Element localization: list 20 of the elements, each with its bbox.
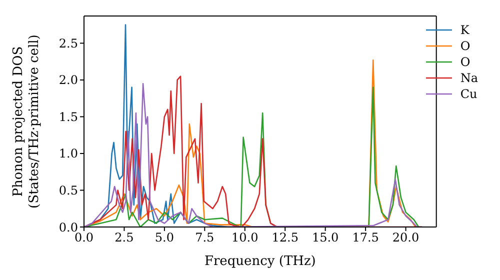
x-tick-label: 15.0: [312, 230, 339, 245]
legend-label: Cu: [460, 87, 478, 101]
x-tick-label: 17.5: [352, 230, 379, 245]
x-tick-label: 10.0: [232, 230, 258, 245]
x-tick-label: 12.5: [272, 230, 298, 245]
x-tick-label: 7.5: [195, 230, 214, 245]
y-tick-label: 2.0: [58, 73, 78, 88]
legend-label: O: [460, 39, 470, 53]
x-tick-label: 5.0: [154, 230, 174, 245]
y-axis-title: Phonon projected DOS (States/THz·primitive cell): [11, 34, 42, 209]
x-axis-title: Frequency (THz): [204, 254, 316, 269]
y-tick-label: 2.5: [58, 36, 78, 50]
x-tick-label: 20.0: [392, 230, 420, 245]
y-tick-label: 0.5: [58, 184, 78, 198]
legend-label: O: [460, 55, 470, 69]
legend-label: K: [460, 23, 470, 37]
y-tick-label: 1.0: [58, 146, 78, 161]
y-tick-label: 1.5: [58, 110, 78, 124]
x-tick-label: 2.5: [114, 230, 134, 245]
legend-label: Na: [460, 71, 478, 85]
